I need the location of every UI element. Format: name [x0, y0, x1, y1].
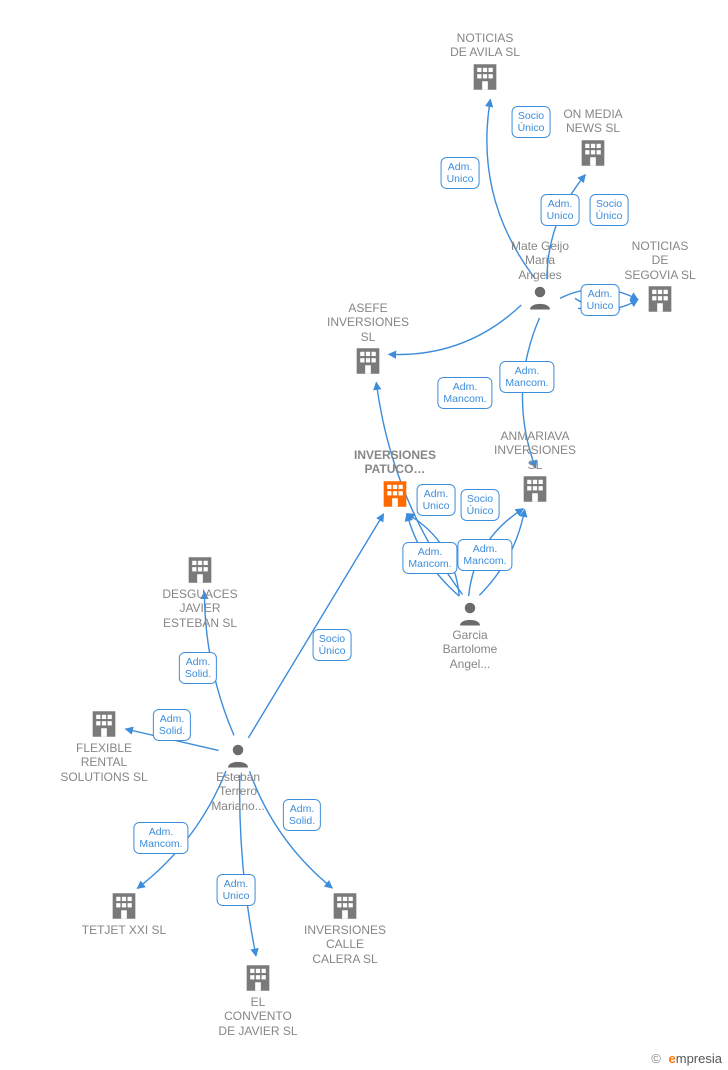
company-icon [140, 553, 260, 587]
node-el_convento[interactable]: EL CONVENTO DE JAVIER SL [198, 961, 318, 1038]
edge-label: Adm. Solid. [283, 799, 321, 831]
node-desguaces[interactable]: DESGUACES JAVIER ESTEBAN SL [140, 553, 260, 630]
node-asefe[interactable]: ASEFE INVERSIONES SL [308, 301, 428, 378]
edge-label: Adm. Unico [541, 194, 580, 226]
node-label: NOTICIAS DE SEGOVIA SL [600, 239, 720, 282]
node-flexible[interactable]: FLEXIBLE RENTAL SOLUTIONS SL [44, 707, 164, 784]
watermark: © empresia [651, 1051, 722, 1066]
network-canvas: NOTICIAS DE AVILA SL ON MEDIA NEWS SL NO… [0, 0, 728, 1070]
node-label: NOTICIAS DE AVILA SL [425, 31, 545, 60]
node-label: Garcia Bartolome Angel... [410, 628, 530, 671]
company-icon [44, 707, 164, 741]
edge-label: Adm. Unico [417, 484, 456, 516]
node-label: ON MEDIA NEWS SL [533, 107, 653, 136]
node-label: Esteban Terrero Mariano... [178, 770, 298, 813]
brand-first-letter: e [669, 1051, 676, 1066]
copyright-symbol: © [651, 1051, 661, 1066]
edge-label: Adm. Unico [581, 284, 620, 316]
node-esteban[interactable]: Esteban Terrero Mariano... [178, 740, 298, 813]
company-icon [425, 60, 545, 94]
edge-label: Adm. Mancom. [437, 377, 492, 409]
edge-label: Adm. Mancom. [457, 539, 512, 571]
person-icon [178, 740, 298, 770]
company-icon [308, 344, 428, 378]
node-label: INVERSIONES PATUCO… [335, 448, 455, 477]
person-icon [410, 598, 530, 628]
company-icon [64, 889, 184, 923]
edge-label: Adm. Unico [441, 157, 480, 189]
node-on_media[interactable]: ON MEDIA NEWS SL [533, 107, 653, 170]
node-noticias_avila[interactable]: NOTICIAS DE AVILA SL [425, 31, 545, 94]
edge-label: Adm. Mancom. [499, 361, 554, 393]
edge-label: Socio Único [590, 194, 629, 226]
edge-label: Adm. Solid. [153, 709, 191, 741]
node-tetjet[interactable]: TETJET XXI SL [64, 889, 184, 937]
node-label: DESGUACES JAVIER ESTEBAN SL [140, 587, 260, 630]
node-label: ASEFE INVERSIONES SL [308, 301, 428, 344]
node-label: TETJET XXI SL [64, 923, 184, 937]
edge-label: Adm. Unico [217, 874, 256, 906]
edge-label: Adm. Mancom. [133, 822, 188, 854]
edge-label: Adm. Mancom. [402, 542, 457, 574]
node-calle_calera[interactable]: INVERSIONES CALLE CALERA SL [285, 889, 405, 966]
node-label: Mate Geijo Maria Angeles [480, 239, 600, 282]
edge-label: Socio Único [313, 629, 352, 661]
company-icon [285, 889, 405, 923]
node-label: ANMARIAVA INVERSIONES SL [475, 429, 595, 472]
company-icon [533, 136, 653, 170]
edge-label: Adm. Solid. [179, 652, 217, 684]
node-label: FLEXIBLE RENTAL SOLUTIONS SL [44, 741, 164, 784]
edge-path [248, 514, 383, 738]
node-label: INVERSIONES CALLE CALERA SL [285, 923, 405, 966]
brand-rest: mpresia [676, 1051, 722, 1066]
edge-label: Socio Único [512, 106, 551, 138]
edge-label: Socio Único [461, 489, 500, 521]
node-garcia[interactable]: Garcia Bartolome Angel... [410, 598, 530, 671]
node-label: EL CONVENTO DE JAVIER SL [198, 995, 318, 1038]
